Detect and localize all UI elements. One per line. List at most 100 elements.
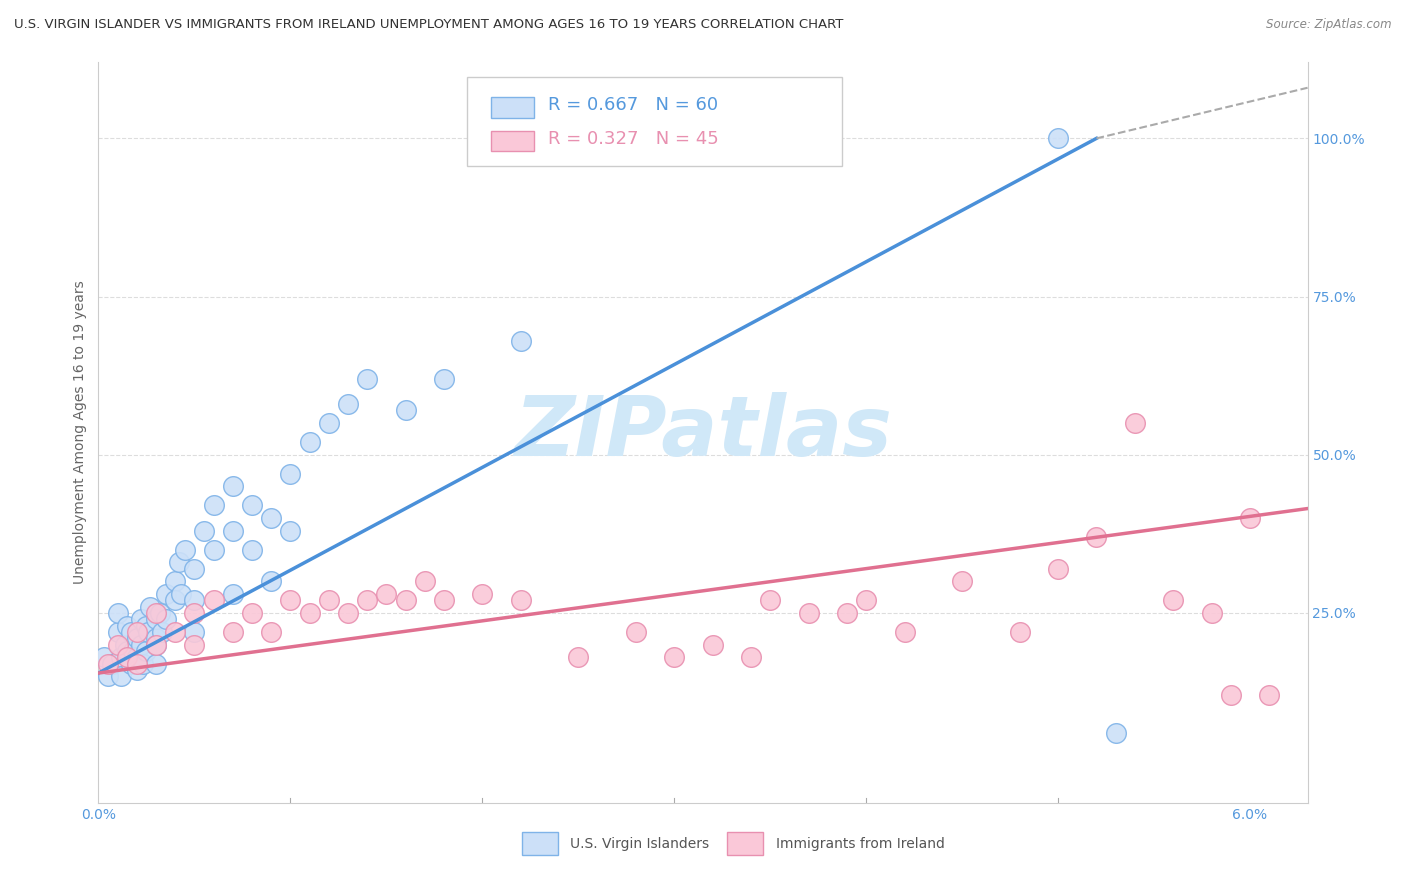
- Point: [125, 632, 148, 646]
- Point: [222, 624, 245, 639]
- Point: [183, 638, 205, 652]
- Point: [1239, 511, 1261, 525]
- Text: U.S. Virgin Islanders: U.S. Virgin Islanders: [569, 837, 709, 850]
- Point: [702, 638, 724, 652]
- Point: [222, 479, 245, 493]
- Point: [318, 593, 340, 607]
- Point: [115, 618, 138, 632]
- Point: [120, 624, 142, 639]
- Point: [165, 593, 187, 607]
- Point: [145, 638, 167, 652]
- Point: [298, 435, 321, 450]
- Point: [835, 606, 858, 620]
- Point: [110, 650, 132, 665]
- Point: [664, 650, 686, 665]
- Point: [139, 599, 162, 614]
- Point: [298, 606, 321, 620]
- Text: ZIPatlas: ZIPatlas: [515, 392, 891, 473]
- Point: [107, 638, 129, 652]
- Point: [125, 624, 148, 639]
- Point: [260, 511, 283, 525]
- FancyBboxPatch shape: [727, 832, 763, 855]
- Text: Immigrants from Ireland: Immigrants from Ireland: [776, 837, 945, 850]
- Point: [471, 587, 494, 601]
- Point: [202, 593, 225, 607]
- Point: [150, 624, 173, 639]
- Point: [131, 657, 153, 671]
- Point: [183, 562, 205, 576]
- Point: [135, 618, 157, 632]
- FancyBboxPatch shape: [492, 130, 534, 152]
- Point: [280, 524, 302, 538]
- Point: [855, 593, 877, 607]
- Point: [110, 669, 132, 683]
- Point: [1047, 131, 1070, 145]
- Text: U.S. VIRGIN ISLANDER VS IMMIGRANTS FROM IRELAND UNEMPLOYMENT AMONG AGES 16 TO 19: U.S. VIRGIN ISLANDER VS IMMIGRANTS FROM …: [14, 18, 844, 31]
- Point: [173, 542, 195, 557]
- Point: [759, 593, 782, 607]
- Point: [1085, 530, 1108, 544]
- Point: [394, 593, 416, 607]
- Point: [222, 587, 245, 601]
- FancyBboxPatch shape: [522, 832, 558, 855]
- Point: [125, 650, 148, 665]
- Point: [101, 657, 124, 671]
- Point: [260, 574, 283, 589]
- Point: [624, 624, 647, 639]
- Point: [336, 606, 359, 620]
- Point: [740, 650, 762, 665]
- Point: [129, 638, 152, 652]
- Point: [120, 657, 142, 671]
- Point: [394, 403, 416, 417]
- Point: [1258, 688, 1281, 702]
- Point: [356, 593, 378, 607]
- Point: [135, 644, 157, 658]
- Point: [893, 624, 915, 639]
- Point: [155, 612, 177, 626]
- Point: [125, 663, 148, 677]
- Point: [115, 650, 138, 665]
- Point: [1047, 562, 1070, 576]
- Point: [240, 542, 263, 557]
- Point: [240, 499, 263, 513]
- Point: [183, 624, 205, 639]
- Point: [97, 669, 120, 683]
- Point: [1104, 726, 1126, 740]
- Point: [145, 612, 167, 626]
- Point: [222, 524, 245, 538]
- Point: [1123, 416, 1146, 430]
- Point: [167, 555, 190, 569]
- Point: [165, 574, 187, 589]
- FancyBboxPatch shape: [467, 78, 842, 166]
- Point: [433, 372, 456, 386]
- Text: R = 0.327   N = 45: R = 0.327 N = 45: [548, 129, 718, 148]
- Point: [183, 593, 205, 607]
- Point: [107, 606, 129, 620]
- Point: [1008, 624, 1031, 639]
- Point: [136, 624, 159, 639]
- Point: [145, 638, 167, 652]
- Point: [97, 657, 120, 671]
- Point: [413, 574, 436, 589]
- Point: [509, 334, 531, 348]
- Point: [114, 638, 136, 652]
- Point: [567, 650, 589, 665]
- Point: [93, 650, 115, 665]
- Point: [122, 644, 145, 658]
- Point: [145, 632, 167, 646]
- Point: [149, 606, 172, 620]
- Y-axis label: Unemployment Among Ages 16 to 19 years: Unemployment Among Ages 16 to 19 years: [73, 281, 87, 584]
- Point: [129, 612, 152, 626]
- Point: [145, 657, 167, 671]
- Point: [356, 372, 378, 386]
- Point: [183, 606, 205, 620]
- Text: Source: ZipAtlas.com: Source: ZipAtlas.com: [1267, 18, 1392, 31]
- Point: [433, 593, 456, 607]
- Point: [509, 593, 531, 607]
- Point: [202, 542, 225, 557]
- Point: [165, 624, 187, 639]
- Point: [280, 467, 302, 481]
- Point: [170, 587, 193, 601]
- Point: [240, 606, 263, 620]
- Point: [1161, 593, 1184, 607]
